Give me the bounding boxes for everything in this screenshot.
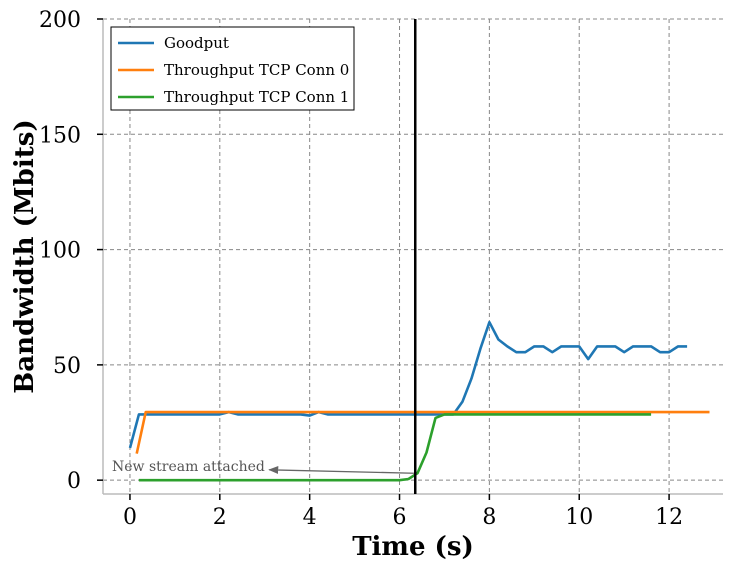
x-tick-label: 2 bbox=[213, 505, 227, 530]
x-tick-label: 12 bbox=[655, 505, 683, 530]
x-tick-label: 0 bbox=[123, 505, 137, 530]
x-tick-label: 10 bbox=[565, 505, 593, 530]
annotation: New stream attached bbox=[112, 459, 414, 475]
y-tick-label: 50 bbox=[53, 354, 81, 379]
y-axis-title: Bandwidth (Mbits) bbox=[10, 119, 40, 393]
y-tick-label: 0 bbox=[67, 469, 81, 494]
tick-labels: 0 2 4 6 8 10 12 0 50 100 150 200 bbox=[39, 8, 683, 530]
legend-entry: Goodput bbox=[164, 34, 229, 52]
y-tick-label: 100 bbox=[39, 239, 81, 264]
x-axis-title: Time (s) bbox=[352, 532, 474, 562]
x-tick-label: 4 bbox=[303, 505, 317, 530]
y-tick-label: 150 bbox=[39, 123, 81, 148]
annotation-text: New stream attached bbox=[112, 459, 265, 475]
axes bbox=[102, 19, 723, 495]
y-tick-label: 200 bbox=[39, 8, 81, 33]
series-line bbox=[128, 320, 688, 449]
series-lines bbox=[128, 320, 710, 482]
series-line bbox=[135, 410, 710, 454]
x-tick-label: 8 bbox=[482, 505, 496, 530]
annotation-arrow bbox=[268, 466, 414, 475]
series-line bbox=[138, 413, 652, 482]
legend-entry: Throughput TCP Conn 0 bbox=[164, 61, 349, 79]
legend-entry: Throughput TCP Conn 1 bbox=[164, 88, 349, 106]
x-tick-label: 6 bbox=[393, 505, 407, 530]
legend: Goodput Throughput TCP Conn 0 Throughput T… bbox=[110, 26, 355, 111]
